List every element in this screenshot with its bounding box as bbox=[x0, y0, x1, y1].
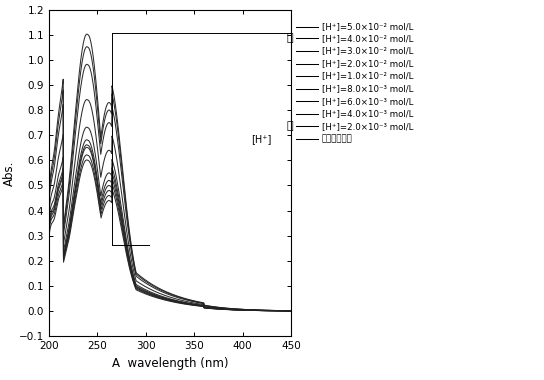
Text: [H⁺]=4.0×10⁻² mol/L: [H⁺]=4.0×10⁻² mol/L bbox=[322, 34, 413, 43]
Text: [H⁺]=3.0×10⁻² mol/L: [H⁺]=3.0×10⁻² mol/L bbox=[322, 46, 413, 55]
Text: [H⁺]=1.0×10⁻² mol/L: [H⁺]=1.0×10⁻² mol/L bbox=[322, 71, 413, 81]
Text: [H⁺]=6.0×10⁻³ mol/L: [H⁺]=6.0×10⁻³ mol/L bbox=[322, 97, 413, 106]
Text: 小: 小 bbox=[286, 121, 293, 131]
Text: [H⁺]=2.0×10⁻³ mol/L: [H⁺]=2.0×10⁻³ mol/L bbox=[322, 122, 413, 131]
Y-axis label: Abs.: Abs. bbox=[3, 160, 16, 185]
Text: [H⁺]=2.0×10⁻² mol/L: [H⁺]=2.0×10⁻² mol/L bbox=[322, 59, 413, 68]
Text: [H⁺]=8.0×10⁻³ mol/L: [H⁺]=8.0×10⁻³ mol/L bbox=[322, 84, 413, 93]
Text: [H⁺]: [H⁺] bbox=[252, 134, 272, 144]
Text: [H⁺]=5.0×10⁻² mol/L: [H⁺]=5.0×10⁻² mol/L bbox=[322, 22, 413, 32]
Text: 大: 大 bbox=[286, 33, 293, 43]
Text: [H⁺]=4.0×10⁻³ mol/L: [H⁺]=4.0×10⁻³ mol/L bbox=[322, 109, 413, 118]
X-axis label: A  wavelength (nm): A wavelength (nm) bbox=[112, 357, 228, 370]
Text: 标准检测溶液: 标准检测溶液 bbox=[322, 135, 353, 144]
